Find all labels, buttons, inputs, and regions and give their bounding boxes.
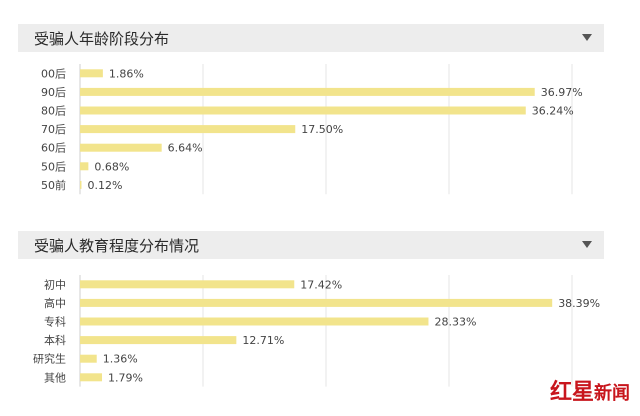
data-label: 1.86% <box>109 67 144 80</box>
data-label: 1.36% <box>103 353 138 366</box>
bar <box>80 125 296 134</box>
caret-down-icon[interactable] <box>582 34 592 41</box>
data-label: 6.64% <box>168 142 203 155</box>
education-panel-title: 受骗人教育程度分布情况 <box>34 237 200 255</box>
category-label: 研究生 <box>33 352 66 366</box>
category-label: 本科 <box>44 333 66 347</box>
caret-down-icon[interactable] <box>582 241 592 248</box>
bar <box>80 143 162 152</box>
bar <box>80 180 82 189</box>
data-label: 28.33% <box>434 316 476 329</box>
bar <box>80 69 103 78</box>
category-label: 00后 <box>41 67 66 80</box>
category-label: 专科 <box>44 315 66 329</box>
category-label: 初中 <box>44 277 66 291</box>
bar <box>80 298 553 307</box>
category-label: 其他 <box>44 371 66 384</box>
age-bar-chart: 00后 1.86% 90后 36.97% 80后 36.24% 70后 17.50% 60后 6.… <box>41 64 583 195</box>
education-bar-chart: 初中 17.42% 高中 38.39% 专科 28.33% 本科 12.71% 研究生 1.36%… <box>33 275 600 387</box>
data-label: 12.71% <box>242 334 284 347</box>
category-label: 高中 <box>44 296 66 310</box>
bar <box>80 87 535 96</box>
category-label: 90后 <box>41 86 66 99</box>
age-panel-title: 受骗人年龄阶段分布 <box>34 30 170 48</box>
bar <box>80 280 295 289</box>
bar <box>80 373 103 382</box>
data-label: 17.42% <box>300 278 342 291</box>
category-label: 70后 <box>41 123 66 136</box>
bar <box>80 354 97 363</box>
watermark-sub: 新闻 <box>594 383 630 404</box>
category-label: 60后 <box>41 142 66 155</box>
data-label: 36.97% <box>541 86 583 99</box>
data-label: 0.12% <box>87 179 122 192</box>
age-panel-header[interactable]: 受骗人年龄阶段分布 <box>18 24 604 52</box>
category-label: 50前 <box>41 178 66 192</box>
data-label: 36.24% <box>532 105 574 118</box>
education-panel-header[interactable]: 受骗人教育程度分布情况 <box>18 231 604 259</box>
data-label: 17.50% <box>301 123 343 136</box>
bar <box>80 336 237 345</box>
data-label: 1.79% <box>108 371 143 384</box>
category-label: 50后 <box>41 160 66 173</box>
data-label: 38.39% <box>558 297 600 310</box>
watermark-logo: 红星新闻 <box>550 374 630 406</box>
category-label: 80后 <box>41 105 66 118</box>
bar <box>80 317 429 326</box>
data-label: 0.68% <box>94 160 129 173</box>
watermark-main: 红星 <box>549 379 594 405</box>
bar <box>80 162 89 171</box>
bar <box>80 106 526 115</box>
